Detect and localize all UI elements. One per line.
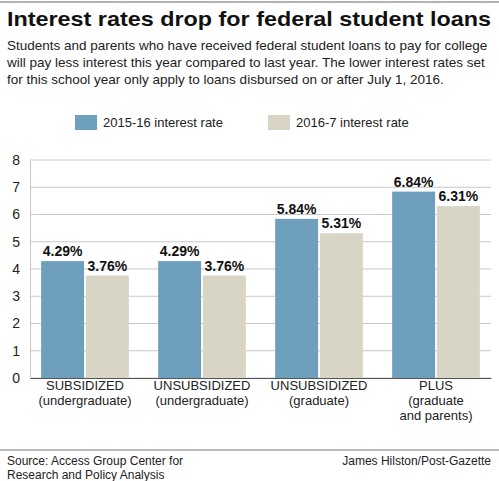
text-line: Students and parents who have received f… xyxy=(7,38,487,53)
top-rule xyxy=(0,1,499,3)
y-tick: 4 xyxy=(12,261,30,277)
legend-item: 2016-7 interest rate xyxy=(268,115,409,130)
y-tick-label: 7 xyxy=(12,179,20,195)
data-label: 4.29% xyxy=(160,243,200,259)
data-label: 6.84% xyxy=(394,174,434,190)
source: Source: Access Group Center forResearch … xyxy=(7,454,183,481)
y-tick: 6 xyxy=(12,206,30,222)
text-line: will pay less interest this year compare… xyxy=(6,55,485,70)
bar xyxy=(275,219,318,378)
text-line: Research and Policy Analysis xyxy=(7,468,164,481)
y-axis: 0 1 2 3 4 5 6 7 8 xyxy=(12,152,30,386)
chart: Interest rates drop for federal student … xyxy=(0,0,499,481)
y-tick: 2 xyxy=(12,315,30,331)
x-tick-label: SUBSIDIZED(undergraduate) xyxy=(38,378,131,408)
x-tick: UNSUBSIDIZED(undergraduate) xyxy=(154,378,251,408)
y-tick-label: 5 xyxy=(12,234,20,250)
bars xyxy=(41,192,480,378)
data-labels: 4.29% 4.29% 5.84% 6.84% 3.76% 3.76% 5.31% 6.31% xyxy=(43,174,479,274)
credit: James Hilston/Post-Gazette xyxy=(342,454,491,468)
bar xyxy=(86,276,129,378)
x-tick: SUBSIDIZED(undergraduate) xyxy=(38,378,131,408)
subtitle: Students and parents who have received f… xyxy=(6,38,487,87)
y-tick: 0 xyxy=(12,370,30,386)
text-line: and parents) xyxy=(400,408,473,423)
data-label: 4.29% xyxy=(43,243,83,259)
bar xyxy=(392,192,435,378)
data-label: 5.31% xyxy=(322,215,362,231)
text-line: (undergraduate) xyxy=(155,393,248,408)
y-tick: 7 xyxy=(12,179,30,195)
y-tick-label: 6 xyxy=(12,206,20,222)
bar xyxy=(320,233,363,378)
legend-label: 2015-16 interest rate xyxy=(103,115,223,130)
y-tick: 1 xyxy=(12,343,30,359)
grid xyxy=(30,160,491,378)
bar xyxy=(437,206,480,378)
grid-line xyxy=(30,160,491,161)
y-axis-line xyxy=(30,161,31,379)
y-tick-label: 0 xyxy=(12,370,20,386)
legend-swatch xyxy=(75,115,97,130)
y-tick-label: 1 xyxy=(12,343,20,359)
legend-swatch xyxy=(268,115,290,130)
x-tick: PLUS(graduateand parents) xyxy=(400,378,473,423)
legend-label: 2016-7 interest rate xyxy=(296,115,409,130)
data-label: 3.76% xyxy=(205,258,245,274)
text-line: UNSUBSIDIZED xyxy=(154,378,251,393)
x-tick-label: UNSUBSIDIZED(graduate) xyxy=(271,378,368,408)
bar xyxy=(203,276,246,378)
bottom-rule xyxy=(0,450,499,451)
x-tick-label: UNSUBSIDIZED(undergraduate) xyxy=(154,378,251,408)
text-line: SUBSIDIZED xyxy=(46,378,124,393)
bar xyxy=(158,261,201,378)
x-axis: SUBSIDIZED(undergraduate)UNSUBSIDIZED(un… xyxy=(31,378,492,423)
y-tick: 8 xyxy=(12,152,30,168)
legend-item: 2015-16 interest rate xyxy=(75,115,223,130)
data-label: 3.76% xyxy=(88,258,128,274)
text-line: UNSUBSIDIZED xyxy=(271,378,368,393)
text-line: (graduate) xyxy=(289,393,349,408)
title: Interest rates drop for federal student … xyxy=(7,7,491,30)
bar xyxy=(41,261,84,378)
y-tick-label: 2 xyxy=(12,315,20,331)
x-tick: UNSUBSIDIZED(graduate) xyxy=(271,378,368,408)
text-line: (graduate xyxy=(408,393,464,408)
data-label: 5.84% xyxy=(277,201,317,217)
legend: 2015-16 interest rate 2016-7 interest rat… xyxy=(75,115,409,130)
x-tick-label: PLUS(graduateand parents) xyxy=(400,378,473,423)
text-line: PLUS xyxy=(419,378,453,393)
text-line: Source: Access Group Center for xyxy=(7,454,183,468)
y-tick-label: 4 xyxy=(12,261,20,277)
y-tick: 3 xyxy=(12,288,30,304)
y-tick-label: 8 xyxy=(12,152,20,168)
text-line: (undergraduate) xyxy=(38,393,131,408)
data-label: 6.31% xyxy=(439,188,479,204)
y-tick: 5 xyxy=(12,234,30,250)
y-tick-label: 3 xyxy=(12,288,20,304)
text-line: for this school year only apply to loans… xyxy=(7,72,444,87)
